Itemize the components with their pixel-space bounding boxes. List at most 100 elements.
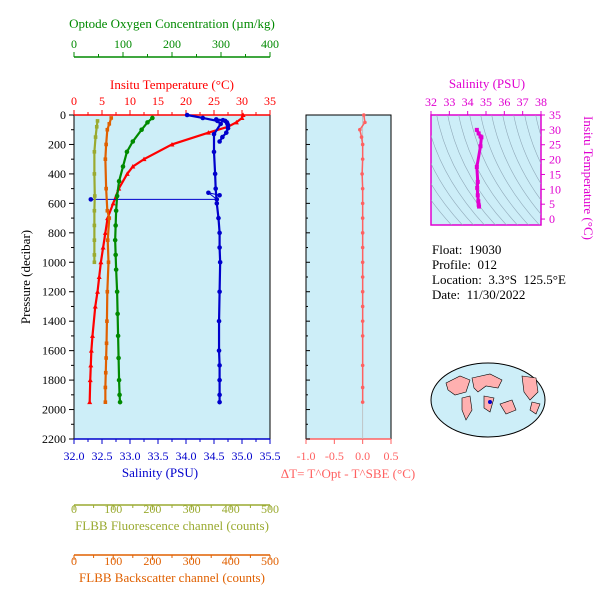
ts-salinity-tick-label: 38 (535, 95, 547, 109)
ts-density-contour (436, 115, 496, 225)
fluorescence-marker (95, 119, 100, 123)
oxygen-marker (115, 333, 121, 339)
temperature-tick-label: 15 (152, 94, 164, 108)
delta-marker (360, 275, 365, 279)
fluorescence-marker (92, 172, 97, 176)
delta-marker (360, 304, 365, 309)
delta-tick-label: -1.0 (297, 449, 316, 463)
float-location-marker (488, 400, 492, 404)
delta-marker (360, 400, 365, 404)
delta-tick-label: 0.0 (355, 449, 370, 463)
map-land (461, 395, 473, 421)
oxygen-marker (113, 267, 119, 272)
fluorescence-tick-label: 0 (71, 502, 77, 516)
map-land (521, 375, 539, 401)
map-land (483, 395, 495, 413)
pressure-tick-label: 1600 (42, 344, 66, 358)
ts-salinity-tick-label: 36 (498, 95, 510, 109)
ts-temperature-tick-label: 5 (549, 197, 555, 211)
salinity-tick-label: 34.0 (176, 449, 197, 463)
salinity-marker (184, 112, 190, 118)
temperature-marker (169, 141, 175, 147)
salinity-tick-label: 33.5 (148, 449, 169, 463)
map-land (529, 401, 541, 415)
salinity-marker (213, 117, 219, 122)
delta-plot-area (305, 114, 392, 440)
oxygen-marker (113, 252, 118, 258)
temperature-tick-label: 5 (99, 94, 105, 108)
salinity-tick-label: 32.5 (92, 449, 113, 463)
ts-plot-area (430, 114, 542, 226)
temperature-tick-label: 35 (264, 94, 276, 108)
temperature-axis-label: Insitu Temperature (°C) (110, 77, 234, 92)
temperature-marker (87, 399, 93, 405)
fluorescence-tick-label: 100 (104, 502, 122, 516)
delta-marker (360, 216, 365, 220)
temperature-marker (239, 115, 245, 120)
fluorescence-marker (92, 150, 97, 154)
salinity-marker (217, 230, 222, 236)
oxygen-marker (113, 208, 119, 214)
temperature-marker (102, 230, 108, 235)
salinity-marker (217, 399, 222, 405)
ts-density-contour (458, 115, 518, 225)
ts-marker (474, 165, 479, 170)
salinity-marker (224, 130, 229, 135)
delta-marker (360, 186, 365, 191)
oxygen-marker (116, 377, 122, 383)
oxygen-marker (116, 355, 121, 361)
delta-marker (360, 363, 365, 368)
salinity-tick-label: 35.5 (260, 449, 281, 463)
salinity-marker (214, 201, 220, 206)
oxygen-marker (145, 120, 150, 125)
fluorescence-tick-label: 300 (183, 502, 201, 516)
backscatter-tick-label: 100 (104, 554, 122, 568)
ts-temperature-axis-label: Insitu Temperature (°C) (581, 116, 596, 240)
oxygen-tick-label: 0 (71, 37, 77, 51)
main-plot-area (73, 114, 271, 440)
oxygen-marker (117, 392, 122, 398)
backscatter-tick-label: 200 (143, 554, 161, 568)
pressure-tick-label: 1400 (42, 314, 66, 328)
pressure-tick-label: 2000 (42, 403, 66, 417)
temperature-marker (98, 259, 104, 265)
backscatter-marker (103, 157, 108, 161)
temperature-marker (88, 362, 94, 368)
temperature-marker (130, 164, 136, 169)
salinity-marker (217, 245, 222, 250)
fluorescence-axis-label: FLBB Fluorescence channel (counts) (75, 518, 269, 533)
backscatter-marker (104, 142, 108, 147)
backscatter-marker (106, 260, 111, 265)
ts-temperature-tick-label: 35 (549, 108, 561, 122)
ts-temperature-tick-label: 25 (549, 138, 561, 152)
oxygen-marker (116, 178, 122, 184)
oxygen-marker (120, 164, 126, 169)
salinity-marker (217, 259, 223, 265)
oxygen-axis-label: Optode Oxygen Concentration (µm/kg) (69, 16, 275, 31)
oxygen-marker (124, 149, 130, 155)
ts-density-contour (431, 134, 485, 225)
salinity-marker (217, 139, 222, 144)
salinity-tick-label: 32.0 (64, 449, 85, 463)
ts-salinity-tick-label: 32 (425, 95, 437, 109)
pressure-tick-label: 2200 (42, 432, 66, 446)
delta-marker (360, 260, 365, 265)
temperature-marker (233, 119, 239, 125)
oxygen-marker (114, 289, 120, 295)
salinity-marker (217, 392, 222, 398)
pressure-tick-label: 0 (60, 108, 66, 122)
temperature-marker (96, 274, 102, 279)
fluorescence-marker (93, 135, 98, 139)
backscatter-tick-label: 300 (183, 554, 201, 568)
salinity-tick-label: 35.0 (232, 449, 253, 463)
ts-density-contour (431, 199, 452, 225)
delta-marker (360, 385, 365, 390)
ts-density-contour (431, 183, 463, 225)
temperature-marker (92, 303, 98, 309)
backscatter-axis-label: FLBB Backscatter channel (counts) (79, 570, 265, 585)
backscatter-marker (105, 127, 110, 132)
delta-marker (360, 289, 365, 294)
salinity-profile-line (90, 192, 220, 200)
ts-salinity-tick-label: 35 (480, 95, 492, 109)
ts-density-contour (431, 162, 474, 225)
